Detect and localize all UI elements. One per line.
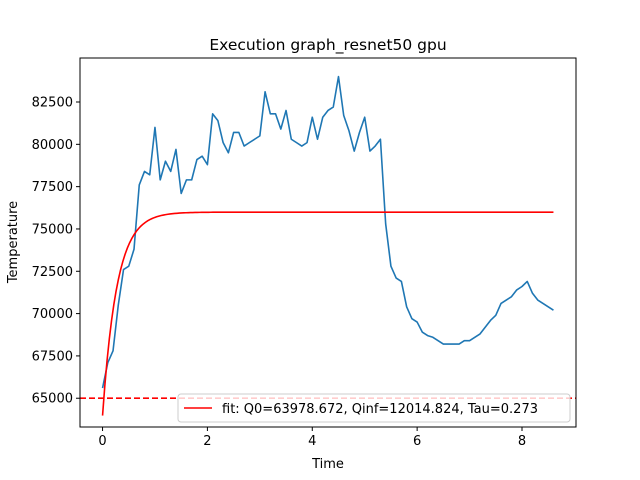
- x-tick-label: 4: [308, 434, 316, 449]
- y-tick-label: 65000: [32, 392, 73, 407]
- y-tick-label: 82500: [32, 96, 73, 111]
- y-tick-label: 80000: [32, 138, 73, 153]
- y-tick-label: 72500: [32, 265, 73, 280]
- y-axis-label: Temperature: [6, 201, 21, 284]
- y-tick-label: 77500: [32, 180, 73, 195]
- measured-series-line: [101, 75, 554, 389]
- x-axis-label: Time: [311, 457, 344, 472]
- y-tick-label: 67500: [32, 349, 73, 364]
- y-tick-label: 70000: [32, 307, 73, 322]
- x-tick-label: 8: [518, 434, 526, 449]
- x-tick-label: 6: [413, 434, 421, 449]
- plot-area: [80, 75, 576, 416]
- axes: 0 2 4 6 8 65000 67500 70000 72500 75000 77500 80000…: [32, 57, 577, 449]
- legend-fit-label: fit: Q0=63978.672, Qinf=12014.824, Tau=0…: [222, 402, 538, 417]
- x-tick-label: 0: [98, 434, 106, 449]
- x-tick-label: 2: [203, 434, 211, 449]
- chart-title: Execution graph_resnet50 gpu: [209, 36, 446, 55]
- axes-frame: [79, 57, 577, 428]
- y-tick-label: 75000: [32, 222, 73, 237]
- legend-box: [177, 393, 571, 423]
- legend: fit: Q0=63978.672, Qinf=12014.824, Tau=0…: [177, 393, 571, 423]
- fit-series-line: [101, 211, 554, 416]
